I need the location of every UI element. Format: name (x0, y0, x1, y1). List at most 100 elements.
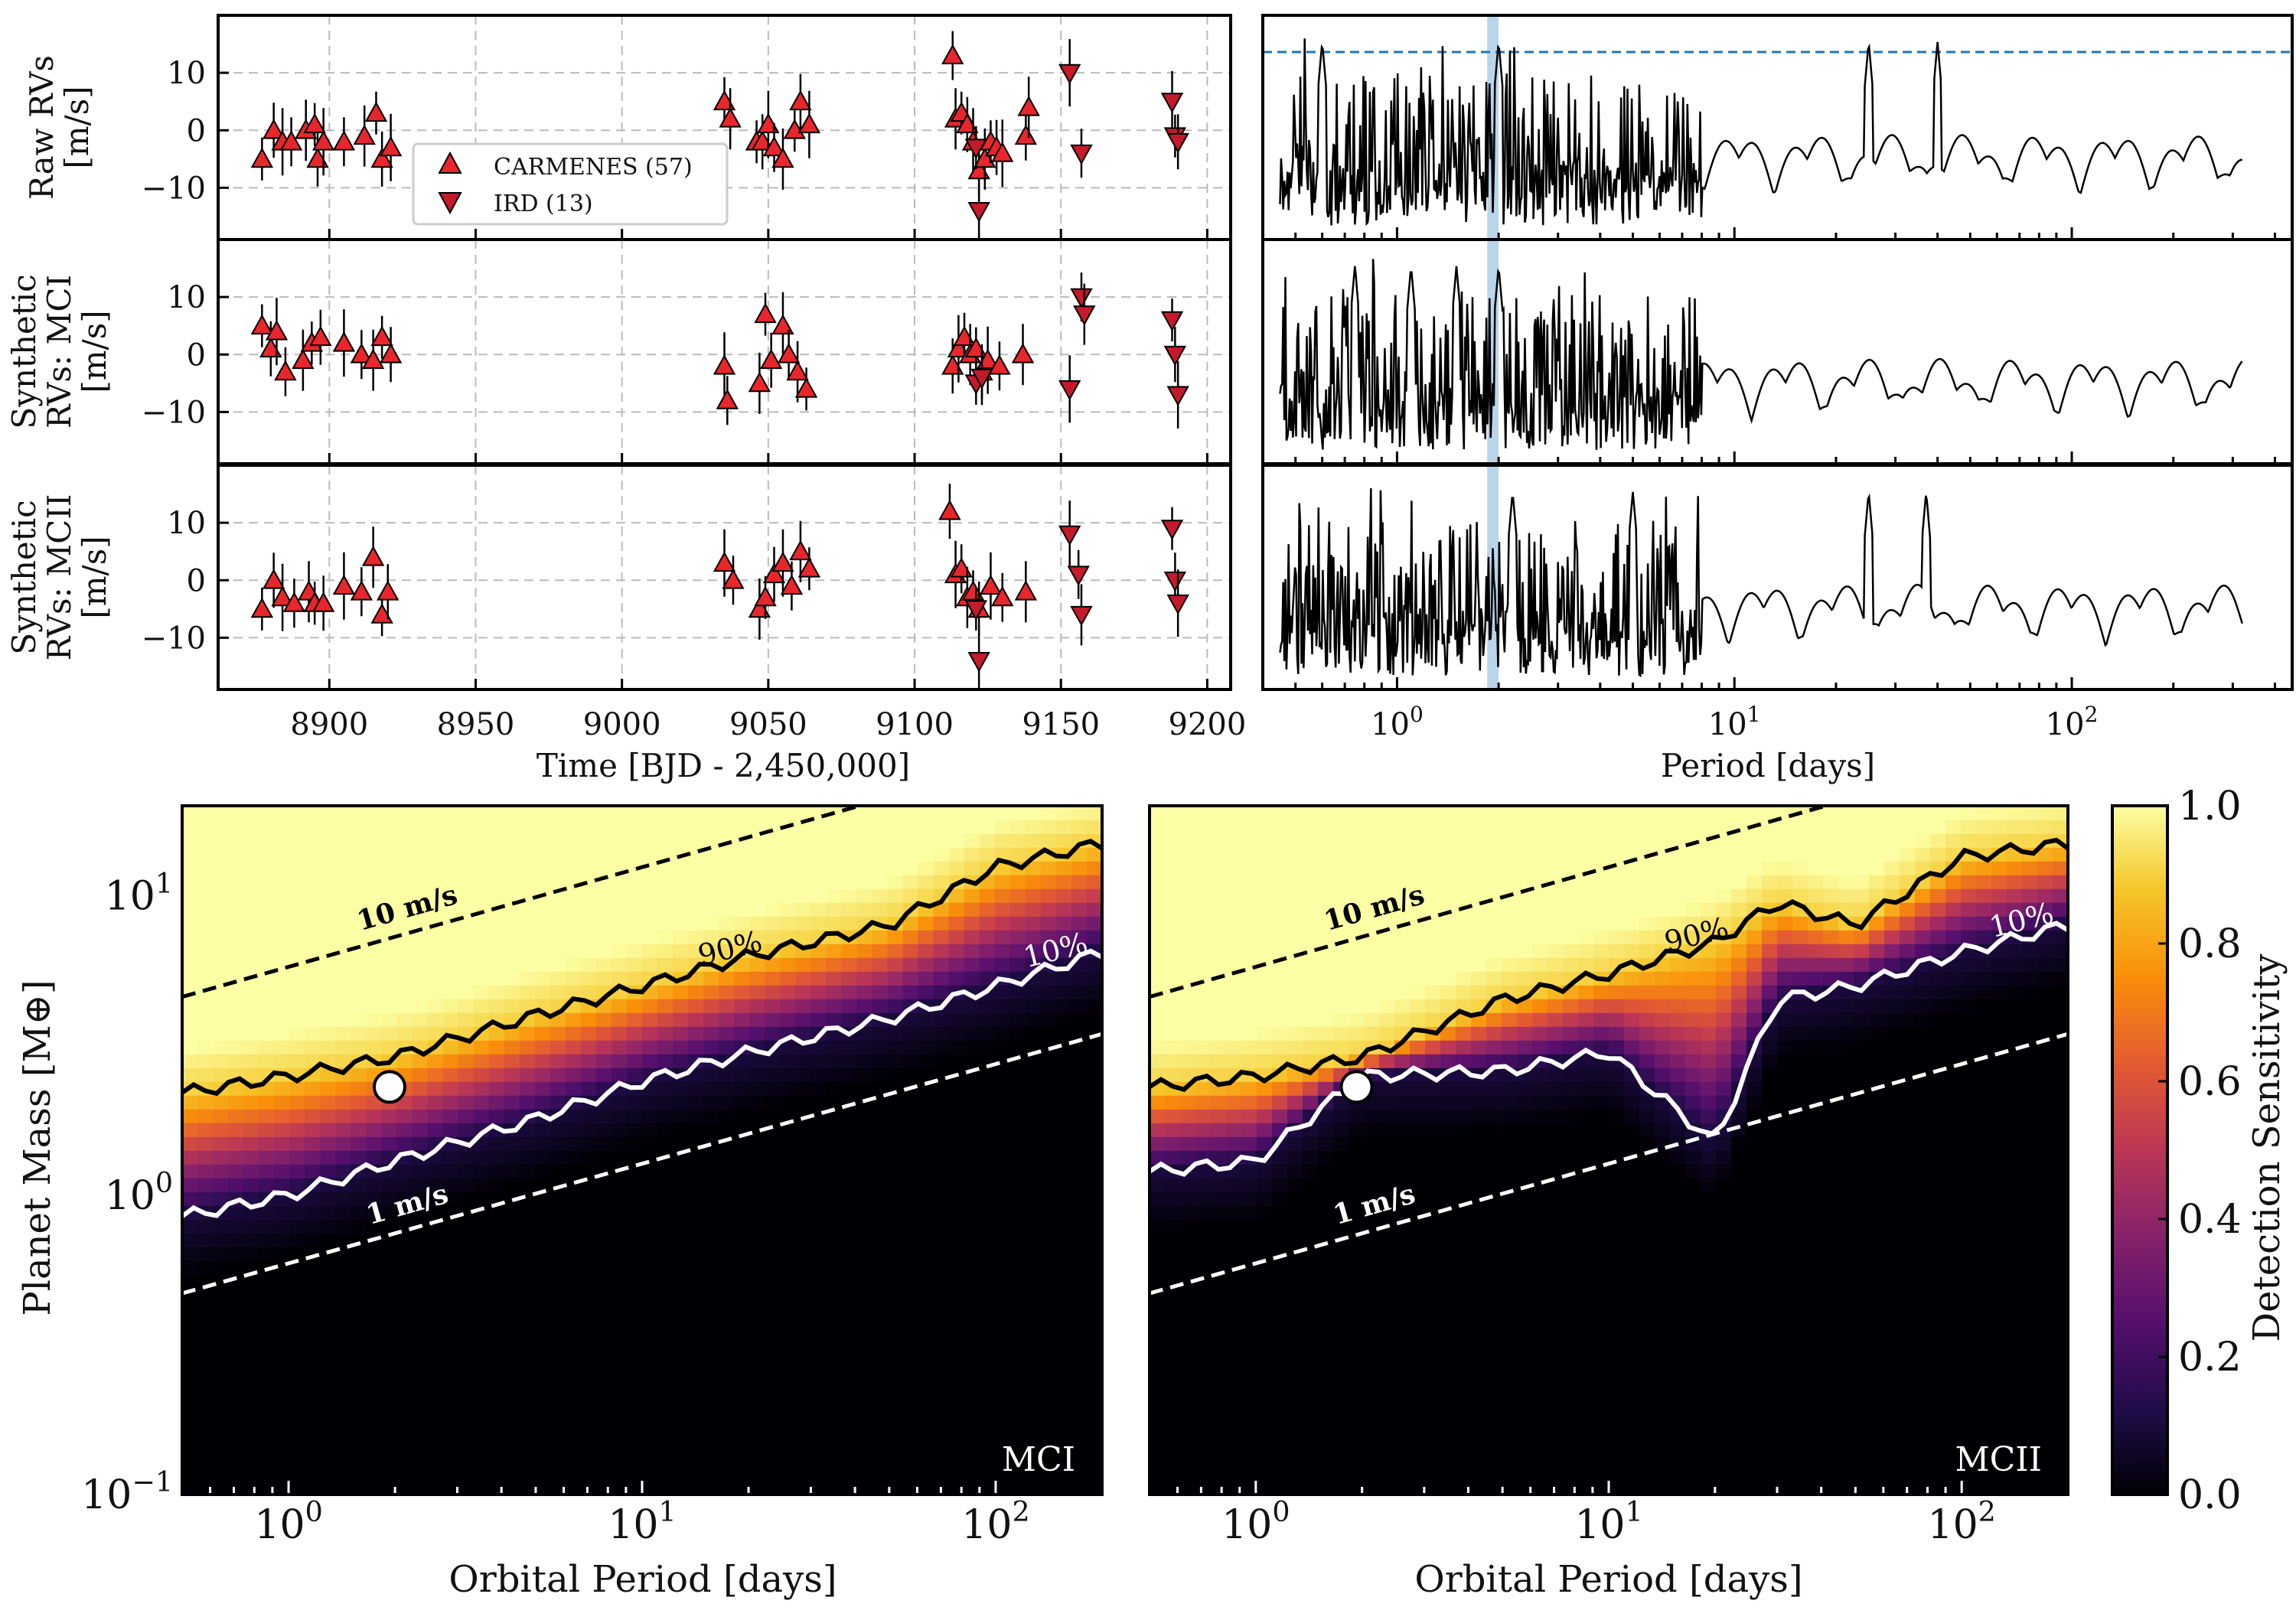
heatmap-cell (765, 1315, 781, 1330)
heatmap-cell (182, 902, 198, 917)
heatmap-cell (289, 1219, 306, 1234)
heatmap-cell (1211, 1467, 1227, 1482)
heatmap-cell (1578, 1260, 1594, 1275)
heatmap-cell (595, 1247, 612, 1261)
heatmap-cell (1349, 1412, 1365, 1426)
heatmap-cell (1165, 957, 1181, 972)
heatmap-cell (734, 1302, 751, 1316)
heatmap-cell (1532, 1026, 1548, 1041)
heatmap-cell (948, 1191, 965, 1206)
heatmap-cell (1517, 1481, 1533, 1495)
heatmap-cell (1364, 888, 1380, 903)
heatmap-cell (810, 1315, 827, 1330)
heatmap-cell (1410, 1178, 1426, 1192)
heatmap-cell (550, 1136, 566, 1151)
heatmap-cell (550, 957, 566, 972)
heatmap-cell (719, 1026, 735, 1041)
heatmap-cell (1165, 1288, 1181, 1302)
heatmap-cell (259, 1315, 275, 1330)
heatmap-cell (1425, 1412, 1441, 1426)
heatmap-cell (964, 1095, 980, 1110)
heatmap-cell (673, 1081, 689, 1096)
heatmap-cell (810, 1343, 827, 1358)
heatmap-cell (719, 1247, 735, 1261)
heatmap-cell (1272, 902, 1288, 917)
heatmap-cell (519, 1081, 536, 1096)
heatmap-cell (1071, 1439, 1088, 1454)
heatmap-cell (719, 1191, 735, 1206)
heatmap-cell (933, 902, 950, 917)
heatmap-cell (1471, 902, 1487, 917)
heatmap-cell (841, 1426, 858, 1440)
heatmap-cell (673, 985, 689, 999)
heatmap-cell (366, 1012, 383, 1027)
heatmap-cell (1025, 861, 1042, 875)
heatmap-cell (1425, 999, 1441, 1013)
heatmap-cell (872, 1178, 889, 1192)
heatmap-cell (826, 1095, 843, 1110)
heatmap-cell (703, 1095, 719, 1110)
heatmap-cell (1150, 1191, 1166, 1206)
heatmap-cell (1364, 999, 1380, 1013)
heatmap-cell (1456, 1357, 1472, 1371)
heatmap-cell (182, 1123, 198, 1137)
heatmap-cell (673, 1467, 689, 1482)
heatmap-cell (734, 1260, 751, 1275)
heatmap-cell (458, 957, 475, 972)
heatmap-cell (412, 902, 429, 917)
ird-point (1160, 520, 1184, 540)
heatmap-cell (1272, 1026, 1288, 1041)
heatmap-cell (473, 1384, 490, 1399)
heatmap-cell (213, 1302, 229, 1316)
heatmap-cell (1009, 820, 1026, 834)
heatmap-cell (580, 861, 597, 875)
heatmap-cell (228, 944, 244, 958)
heatmap-cell (259, 985, 275, 999)
heatmap-cell (1410, 999, 1426, 1013)
heatmap-cell (611, 1026, 628, 1041)
heatmap-cell (1257, 1095, 1273, 1110)
heatmap-cell (1287, 1191, 1303, 1206)
heatmap-cell (1257, 1205, 1273, 1220)
heatmap-cell (213, 916, 229, 931)
heatmap-cell (320, 1219, 337, 1234)
heatmap-cell (534, 1426, 551, 1440)
heatmap-cell (1086, 1288, 1102, 1302)
heatmap-cell (289, 820, 306, 834)
heatmap-cell (1086, 875, 1102, 889)
rv-xtick-label: 9100 (876, 707, 954, 742)
heatmap-cell (320, 1150, 337, 1165)
heatmap-cell (1486, 1233, 1502, 1247)
heatmap-cell (902, 1205, 919, 1220)
heatmap-cell (1394, 1274, 1411, 1289)
heatmap-cell (550, 971, 566, 986)
heatmap-cell (182, 1026, 198, 1041)
heatmap-cell (1272, 1453, 1288, 1468)
heatmap-cell (1272, 1288, 1288, 1302)
heatmap-cell (1257, 1233, 1273, 1247)
heatmap-cell (1287, 1412, 1303, 1426)
heatmap-cell (1318, 1205, 1334, 1220)
heatmap-cell (213, 1329, 229, 1344)
carmenes-point (771, 147, 794, 168)
heatmap-cell (1394, 1398, 1411, 1413)
heatmap-cell (1364, 1398, 1380, 1413)
heatmap-cell (320, 1026, 337, 1041)
heatmap-cell (1486, 971, 1502, 986)
heatmap-cell (504, 875, 520, 889)
heatmap-cell (918, 1150, 934, 1165)
heatmap-cell (810, 1481, 827, 1495)
heatmap-cell (1394, 1012, 1411, 1027)
heatmap-cell (442, 1288, 459, 1302)
heatmap-cell (1287, 1467, 1303, 1482)
heatmap-cell (412, 1191, 429, 1206)
heatmap-cell (1241, 1426, 1257, 1440)
heatmap-cell (1009, 1398, 1026, 1413)
heatmap-cell (1180, 1109, 1196, 1123)
heatmap-cell (1517, 1288, 1533, 1302)
heatmap-cell (994, 1453, 1011, 1468)
heatmap-cell (366, 985, 383, 999)
heatmap-cell (259, 944, 275, 958)
heatmap-cell (197, 820, 214, 834)
heatmap-cell (1025, 806, 1042, 820)
